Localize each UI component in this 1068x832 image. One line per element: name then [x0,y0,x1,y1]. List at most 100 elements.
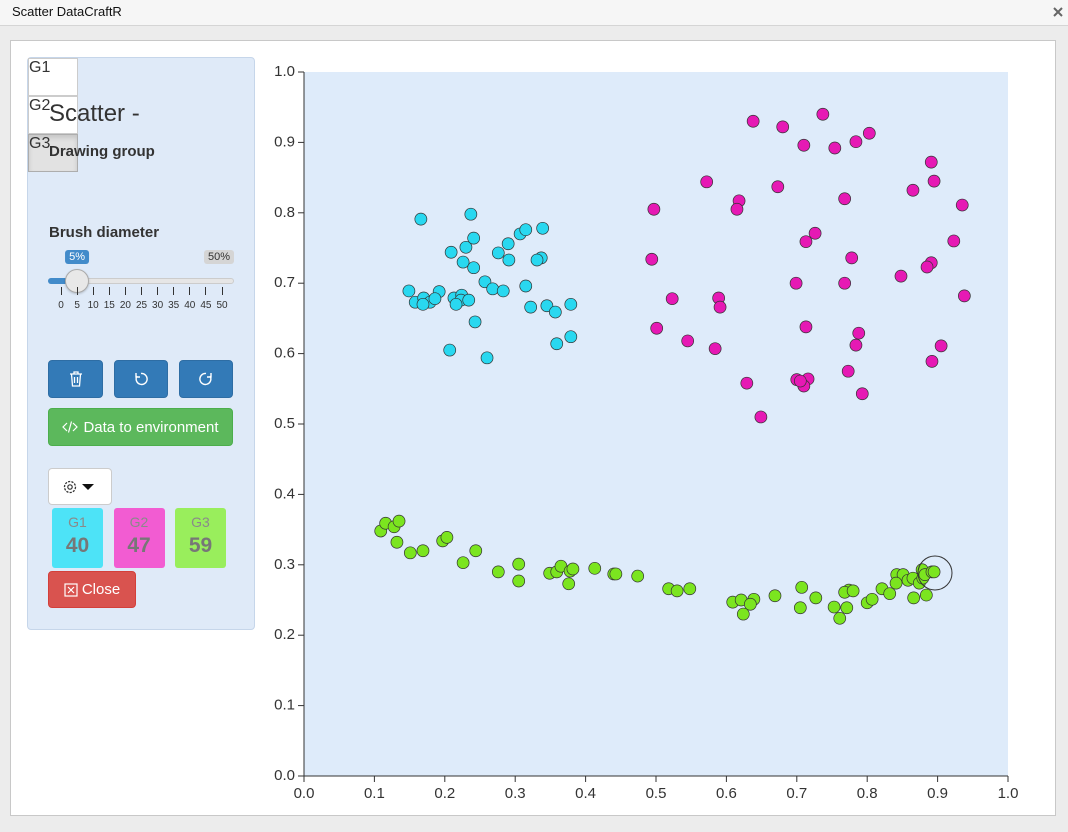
plot-background [304,72,1008,776]
point [808,226,822,240]
slider-tick-label: 45 [200,300,212,311]
redo-button[interactable] [179,360,233,398]
point [588,561,602,575]
point [736,607,750,621]
x-tick-label: 0.1 [364,785,385,802]
point [647,202,661,216]
point [841,364,855,378]
close-button[interactable]: Close [48,571,136,608]
window-title: Scatter DataCraftR [12,4,122,19]
point [740,376,754,390]
settings-dropdown[interactable] [48,468,112,505]
point [894,269,908,283]
point [833,611,847,625]
group-count: 40 [65,534,90,557]
point [562,577,576,591]
point [645,252,659,266]
slider-tick-label: 35 [168,300,180,311]
point [459,240,473,254]
y-tick-label: 0.7 [274,274,295,291]
y-tick-label: 0.6 [274,345,295,362]
y-tick-label: 0.4 [274,485,295,502]
slider-tick [157,287,159,295]
point [797,138,811,152]
point [789,276,803,290]
slider-tick-label: 20 [119,300,131,311]
point [456,556,470,570]
point [681,334,695,348]
point [428,292,442,306]
point [827,600,841,614]
slider-tick [92,287,94,295]
slider-tick [189,287,191,295]
point [793,374,807,388]
group-buttons: G1 G2 G3 [28,58,254,172]
point [512,574,526,588]
undo-icon [135,372,148,386]
x-tick-label: 0.0 [294,785,315,802]
trash-icon [69,371,82,387]
x-tick-label: 0.2 [434,785,455,802]
point [414,212,428,226]
slider-tick-label: 5 [74,300,80,311]
point [846,584,860,598]
point [536,221,550,235]
title-bar: Scatter DataCraftR [0,0,1068,26]
undo-button[interactable] [114,360,168,398]
redo-icon [199,372,212,386]
slider-value-label: 5% [65,250,90,264]
clear-button[interactable] [48,360,103,398]
point [793,601,807,615]
point [713,300,727,314]
point [816,107,830,121]
x-tick-label: 0.9 [927,785,948,802]
point [443,343,457,357]
point [683,582,697,596]
slider-tick [124,287,126,295]
window-close[interactable] [1052,6,1064,18]
export-button[interactable]: Data to environment [48,408,233,446]
point [799,235,813,249]
point [883,587,897,601]
point [491,565,505,579]
point [776,120,790,134]
series [645,107,971,424]
slider-tick [141,287,142,295]
point [444,245,458,259]
x-tick-label: 0.6 [716,785,737,802]
x-tick-label: 0.4 [575,785,596,802]
point [519,279,533,293]
point [934,339,948,353]
group-button[interactable]: G3 [28,134,78,172]
point [958,289,971,303]
slider-max-label: 50% [204,250,235,264]
point [924,155,938,169]
point [852,326,866,340]
point [795,580,809,594]
slider-tick [221,287,223,295]
y-tick-label: 0.5 [274,415,295,432]
point [609,567,623,581]
point [416,544,430,558]
y-tick-label: 0.1 [274,697,295,714]
point [564,297,578,311]
point [927,565,941,579]
point [730,202,744,216]
point [440,530,454,544]
group-button[interactable]: G1 [28,58,78,96]
group-button[interactable]: G2 [28,96,78,134]
close-icon [64,582,78,597]
point [754,410,768,424]
y-tick-label: 1.0 [274,63,295,80]
point [768,589,782,603]
point [416,297,430,311]
point [889,576,903,590]
point [390,535,404,549]
slider-tick [60,287,62,295]
slider-tick-label: 40 [184,300,196,311]
point [486,282,500,296]
point [403,546,417,560]
point [650,321,664,335]
